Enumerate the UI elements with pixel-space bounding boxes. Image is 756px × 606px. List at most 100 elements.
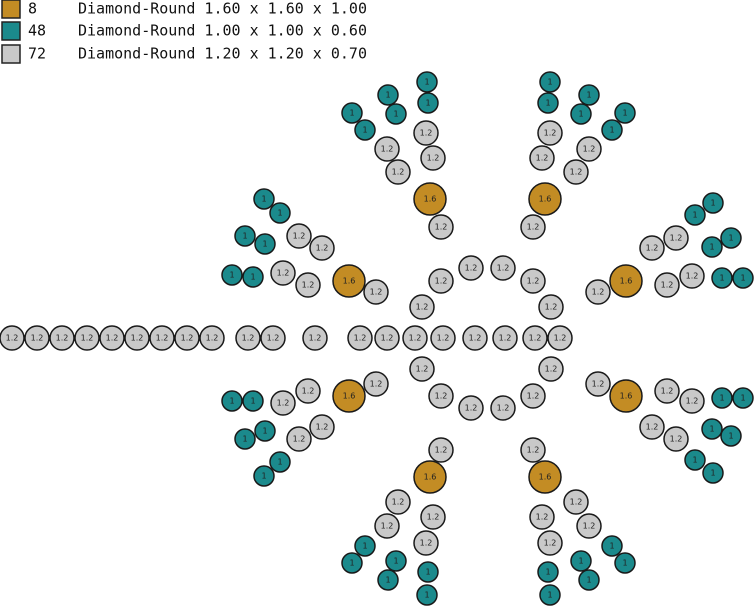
stone-label: 1 (709, 243, 714, 252)
stone-label: 1.2 (646, 423, 659, 432)
stone-label: 1.2 (570, 168, 583, 177)
stone (377, 569, 399, 591)
stone-label: 1.2 (545, 365, 558, 374)
stone (529, 145, 555, 171)
stone (576, 513, 602, 539)
stone-label: 1 (740, 394, 745, 403)
stone-label: 1 (229, 271, 234, 280)
stone-label: 1.2 (646, 244, 659, 253)
stone (413, 182, 447, 216)
stone-label: 1 (250, 397, 255, 406)
stone (520, 383, 546, 409)
stone-label: 1 (261, 472, 266, 481)
stone-label: 1 (719, 274, 724, 283)
stone (711, 267, 733, 289)
stone (260, 325, 286, 351)
stone-label: 1 (740, 274, 745, 283)
stone-label: 1 (547, 78, 552, 87)
stone (639, 414, 665, 440)
stone (538, 294, 564, 320)
stone-label: 1.2 (277, 269, 290, 278)
stone (286, 426, 312, 452)
stone-label: 1.2 (661, 281, 674, 290)
stone-label: 1.2 (497, 404, 510, 413)
stone (332, 264, 366, 298)
stone-label: 1.2 (661, 387, 674, 396)
stone-label: 1 (728, 432, 733, 441)
stone (221, 390, 243, 412)
stone-label: 1 (622, 109, 627, 118)
stone-label: 1.2 (416, 303, 429, 312)
stone-label: 1.2 (435, 392, 448, 401)
legend-swatch (1, 0, 21, 19)
stone (563, 489, 589, 515)
stone (684, 449, 706, 471)
stone (49, 325, 75, 351)
stone-label: 1.2 (81, 334, 94, 343)
stone (385, 159, 411, 185)
stone-label: 1.2 (497, 264, 510, 273)
legend-description: Diamond-Round 1.00 x 1.00 x 0.60 (78, 22, 367, 40)
stone (413, 460, 447, 494)
stone-label: 1.6 (539, 195, 552, 204)
stone-label: 1 (547, 591, 552, 600)
stone-label: 1.2 (465, 404, 478, 413)
stone-label: 1 (229, 397, 234, 406)
stone-label: 1.2 (583, 522, 596, 531)
stone-label: 1 (424, 591, 429, 600)
stone-label: 1 (262, 240, 267, 249)
stone-label: 1.2 (536, 154, 549, 163)
stone (254, 420, 276, 442)
stone (732, 267, 754, 289)
stone (654, 378, 680, 404)
stone-label: 1.2 (427, 154, 440, 163)
stone (99, 325, 125, 351)
stone-label: 1.2 (56, 334, 69, 343)
stone-label: 1.2 (381, 522, 394, 531)
stone-label: 1 (728, 234, 733, 243)
stone (377, 84, 399, 106)
stone-label: 1.2 (592, 380, 605, 389)
stone-label: 1 (425, 99, 430, 108)
stone-label: 1.2 (242, 334, 255, 343)
stone (428, 437, 454, 463)
stone (124, 325, 150, 351)
stone-label: 1.6 (424, 473, 437, 482)
stone-label: 1.2 (527, 277, 540, 286)
stone (702, 192, 724, 214)
stone (302, 325, 328, 351)
stone (679, 388, 705, 414)
stone-label: 1.2 (302, 281, 315, 290)
stone (24, 325, 50, 351)
stone-label: 1.2 (206, 334, 219, 343)
stone (363, 371, 389, 397)
stone-label: 1 (425, 568, 430, 577)
stone (234, 428, 256, 450)
stone (701, 418, 723, 440)
stone-label: 1.2 (469, 334, 482, 343)
stone-label: 1.2 (316, 423, 329, 432)
stone (720, 227, 742, 249)
stone (354, 119, 376, 141)
stone-label: 1.2 (420, 539, 433, 548)
stone (354, 535, 376, 557)
stone (417, 92, 439, 114)
stone (235, 325, 261, 351)
stone-label: 1.2 (6, 334, 19, 343)
stone (539, 71, 561, 93)
stone (528, 460, 562, 494)
stone-label: 1 (709, 425, 714, 434)
stone-label: 1 (277, 458, 282, 467)
stone-label: 1 (262, 427, 267, 436)
stone-label: 1 (609, 126, 614, 135)
stone (490, 395, 516, 421)
stone (385, 550, 407, 572)
stone-label: 1.2 (381, 145, 394, 154)
stone-label: 1 (545, 568, 550, 577)
stone-label: 1.2 (544, 129, 557, 138)
stone-label: 1.2 (293, 232, 306, 241)
stone (654, 272, 680, 298)
stone (413, 120, 439, 146)
stone-label: 1.2 (570, 498, 583, 507)
stone-label: 1 (362, 126, 367, 135)
